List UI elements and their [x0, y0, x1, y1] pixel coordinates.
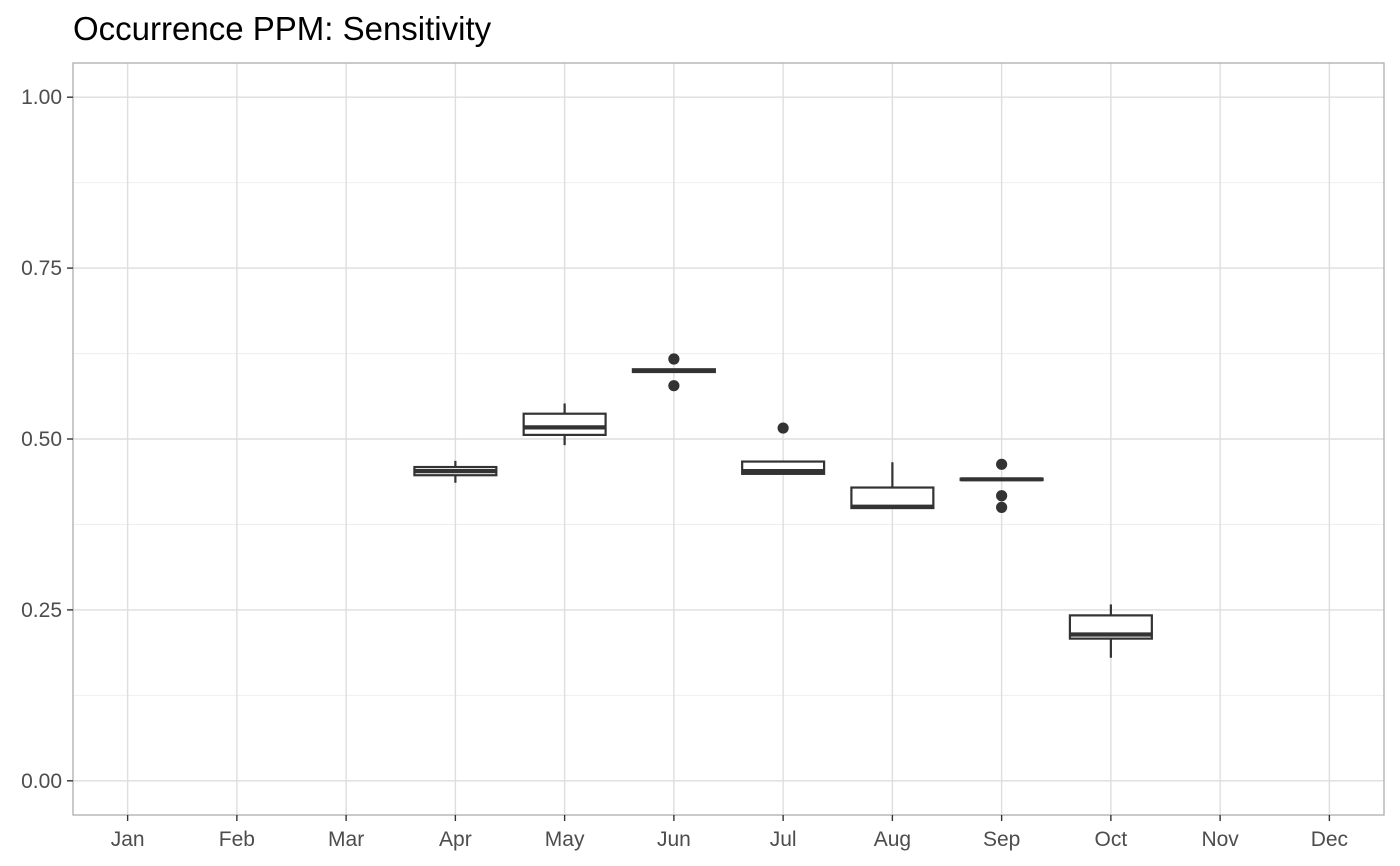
chart-title: Occurrence PPM: Sensitivity	[73, 10, 492, 47]
boxplots	[413, 353, 1153, 658]
x-tick-label: Dec	[1311, 828, 1348, 851]
boxplot-aug	[850, 462, 935, 510]
boxplot-jun	[631, 353, 716, 392]
y-tick-label: 0.00	[21, 770, 62, 793]
boxplot-may	[522, 403, 607, 446]
x-tick-label: Jul	[770, 828, 797, 851]
boxplot-jul	[741, 422, 826, 475]
outlier-point	[996, 490, 1008, 502]
x-tick-label: Jan	[111, 828, 145, 851]
outlier-point	[668, 353, 680, 365]
boxplot-oct	[1068, 604, 1153, 658]
outlier-point	[996, 501, 1008, 513]
outlier-point	[668, 380, 680, 392]
x-tick-label: Jun	[657, 828, 691, 851]
x-tick-label: Nov	[1201, 828, 1239, 851]
outlier-point	[996, 458, 1008, 470]
grid-minor	[73, 182, 1384, 696]
y-tick-label: 0.25	[21, 599, 62, 622]
outlier-point	[777, 422, 789, 434]
x-tick-label: Feb	[219, 828, 255, 851]
x-tick-label: Aug	[874, 828, 911, 851]
y-tick-label: 1.00	[21, 86, 62, 109]
y-axis: 0.00 0.25 0.50 0.75 1.00	[21, 86, 73, 793]
x-tick-label: Apr	[439, 828, 472, 851]
x-tick-label: Mar	[328, 828, 364, 851]
x-tick-label: Oct	[1095, 828, 1128, 851]
box	[522, 412, 607, 436]
x-axis: Jan Feb Mar Apr May Jun Jul Aug Sep Oct Nov Dec	[111, 815, 1348, 851]
y-tick-label: 0.50	[21, 428, 62, 451]
x-tick-label: Sep	[983, 828, 1020, 851]
x-tick-label: May	[545, 828, 585, 851]
y-tick-label: 0.75	[21, 257, 62, 280]
boxplot-sep	[959, 458, 1044, 513]
grid-major	[73, 63, 1384, 815]
boxplot-apr	[413, 460, 498, 483]
